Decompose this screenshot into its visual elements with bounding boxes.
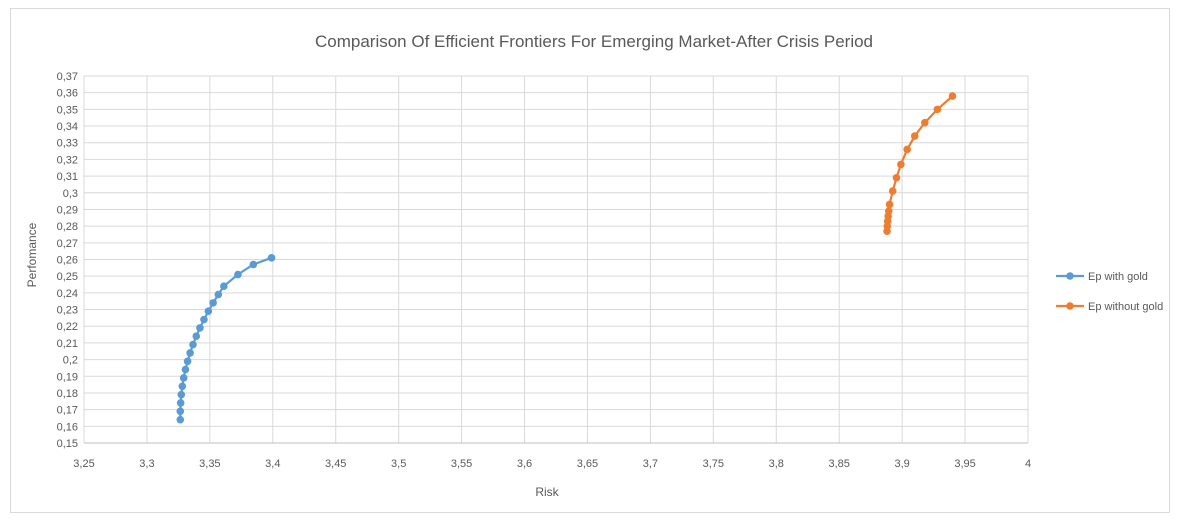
x-tick-label: 3,6 <box>517 458 532 470</box>
x-tick-label: 3,65 <box>577 458 598 470</box>
legend-label: Ep without gold <box>1088 301 1163 313</box>
y-tick-label: 0,24 <box>57 288 78 300</box>
x-tick-label: 3,95 <box>954 458 975 470</box>
series-ep-with-gold <box>176 254 276 424</box>
series-line <box>885 95 954 232</box>
x-tick-label: 3,5 <box>391 458 406 470</box>
data-point <box>186 349 194 357</box>
legend-dot-marker <box>1066 272 1074 280</box>
data-point <box>948 92 957 100</box>
data-point <box>234 270 242 279</box>
y-tick-label: 0,2 <box>63 355 78 367</box>
x-tick-label: 3,25 <box>73 458 94 470</box>
legend-dot-marker <box>1066 302 1074 310</box>
x-tick-label: 4 <box>1025 458 1031 470</box>
x-tick-label: 3,8 <box>769 458 784 470</box>
data-point <box>892 173 901 182</box>
y-tick-label: 0,19 <box>57 371 78 383</box>
axes: 0,15 0,16 0,17 0,18 0,19 0,2 0,21 0,22 0,23 0,24 0… <box>57 71 1031 470</box>
series-layer <box>176 92 957 424</box>
legend-item: Ep without gold <box>1056 301 1163 313</box>
x-tick-label: 3,7 <box>643 458 658 470</box>
data-point <box>897 160 905 169</box>
y-tick-label: 0,26 <box>57 255 78 267</box>
x-tick-label: 3,55 <box>451 458 472 470</box>
y-tick-label: 0,37 <box>57 71 78 83</box>
x-tick-label: 3,75 <box>703 458 724 470</box>
x-axis-title: Risk <box>535 485 559 499</box>
series-ep-without-gold <box>883 92 957 235</box>
data-point <box>920 118 929 127</box>
legend-label: Ep with gold <box>1088 271 1148 283</box>
grid <box>83 75 1029 444</box>
data-point <box>267 254 276 262</box>
data-point <box>204 307 213 316</box>
y-tick-label: 0,22 <box>57 321 78 333</box>
y-tick-label: 0,16 <box>57 421 78 433</box>
data-point <box>177 390 186 399</box>
data-point <box>200 315 208 324</box>
data-point <box>249 260 258 269</box>
chart-svg: Comparison Of Efficient Frontiers For Em… <box>25 32 1163 499</box>
y-tick-label: 0,33 <box>57 138 78 150</box>
data-point <box>933 105 942 114</box>
x-tick-label: 3,85 <box>828 458 849 470</box>
y-tick-label: 0,3 <box>63 188 78 200</box>
chart-title: Comparison Of Efficient Frontiers For Em… <box>315 32 873 51</box>
y-tick-label: 0,34 <box>57 121 78 133</box>
data-point <box>214 290 223 299</box>
chart-frame: Comparison Of Efficient Frontiers For Em… <box>10 8 1170 513</box>
x-tick-label: 3,9 <box>894 458 909 470</box>
x-tick-label: 3,45 <box>325 458 346 470</box>
y-tick-label: 0,29 <box>57 204 78 216</box>
y-tick-label: 0,28 <box>57 221 78 233</box>
data-point <box>181 365 190 374</box>
data-point <box>209 299 217 307</box>
y-tick-label: 0,31 <box>57 171 78 183</box>
data-point <box>192 332 201 341</box>
data-point <box>189 340 197 349</box>
y-tick-label: 0,27 <box>57 238 78 250</box>
y-tick-label: 0,18 <box>57 388 78 400</box>
y-tick-label: 0,23 <box>57 305 78 317</box>
x-tick-label: 3,35 <box>199 458 220 470</box>
y-tick-label: 0,21 <box>57 338 78 350</box>
x-tick-label: 3,3 <box>139 458 154 470</box>
data-point <box>176 399 185 407</box>
y-tick-label: 0,25 <box>57 271 78 283</box>
y-tick-label: 0,36 <box>57 88 78 100</box>
data-point <box>884 207 893 215</box>
data-point <box>178 382 187 391</box>
data-point <box>888 187 897 195</box>
x-tick-label: 3,4 <box>265 458 280 470</box>
legend: Ep with gold Ep without gold <box>1056 271 1163 313</box>
data-point <box>179 374 188 382</box>
data-point <box>903 145 911 154</box>
y-axis-title: Perfomance <box>25 222 39 287</box>
data-point <box>176 415 185 424</box>
y-tick-label: 0,15 <box>57 438 78 450</box>
data-point <box>176 407 185 416</box>
data-point <box>220 282 228 290</box>
data-point <box>910 132 919 140</box>
data-point <box>196 324 204 332</box>
legend-item: Ep with gold <box>1056 271 1148 283</box>
data-point <box>885 200 894 209</box>
y-tick-label: 0,35 <box>57 104 78 116</box>
y-tick-label: 0,32 <box>57 154 78 166</box>
y-tick-label: 0,17 <box>57 405 78 417</box>
data-point <box>183 357 192 366</box>
